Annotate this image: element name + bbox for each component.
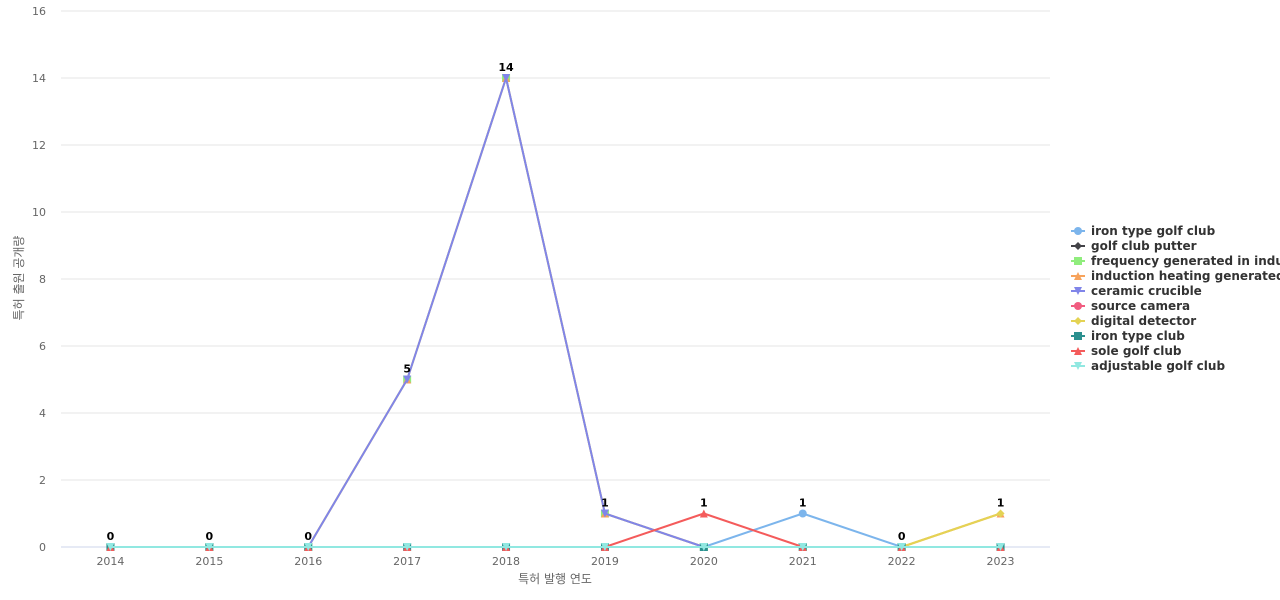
- y-tick-label-0: 0: [39, 541, 46, 554]
- legend-item-3: induction heating generated...: [1071, 269, 1280, 283]
- legend-item-5: source camera: [1071, 299, 1190, 313]
- legend-marker-7: [1074, 332, 1082, 340]
- legend-label-4: ceramic crucible: [1091, 284, 1202, 298]
- legend-marker-8: [1074, 347, 1082, 355]
- data-label-2016: 0: [304, 530, 312, 543]
- series-point-9-2020: [699, 543, 708, 551]
- series-point-9-2017: [403, 543, 412, 551]
- series-point-4-2018: [502, 74, 511, 82]
- series-line-6: [110, 512, 1001, 548]
- series-point-9-2016: [304, 543, 313, 551]
- legend-marker-6: [1074, 317, 1082, 325]
- legend-label-0: iron type golf club: [1091, 224, 1216, 238]
- data-label-2022: 0: [898, 530, 906, 543]
- y-tick-label-10: 10: [32, 206, 46, 219]
- legend-item-2: frequency generated in indu...: [1071, 254, 1280, 268]
- legend-label-9: adjustable golf club: [1091, 359, 1225, 373]
- data-label-2017: 5: [403, 363, 411, 376]
- series-lines: [106, 74, 1005, 551]
- legend-item-8: sole golf club: [1071, 344, 1182, 358]
- legend-marker-3: [1074, 272, 1082, 280]
- series-point-4-2017: [403, 375, 412, 384]
- series-point-9-2021: [798, 543, 807, 551]
- legend-marker-9: [1074, 362, 1082, 370]
- legend-marker-4: [1074, 287, 1082, 295]
- series-line-3: [110, 77, 1001, 548]
- y-tick-label-8: 8: [39, 273, 46, 286]
- y-axis-title: 특허 출원 공개량: [12, 236, 26, 321]
- x-tick-label-2022: 2022: [888, 555, 916, 568]
- y-tick-label-12: 12: [32, 139, 46, 152]
- legend-marker-1: [1074, 242, 1082, 250]
- legend-marker-5: [1074, 302, 1082, 310]
- series-point-8-2020: [699, 509, 708, 518]
- y-tick-label-14: 14: [32, 72, 46, 85]
- x-tick-label-2019: 2019: [591, 555, 619, 568]
- legend-marker-2: [1074, 257, 1082, 265]
- data-label-2021: 1: [799, 497, 807, 510]
- legend-label-6: digital detector: [1091, 314, 1196, 328]
- series-line-0: [110, 512, 1001, 548]
- grid-lines: [61, 10, 1050, 548]
- series-line-8: [110, 512, 1001, 548]
- series-point-9-2023: [996, 543, 1005, 551]
- series-point-0-2021: [798, 509, 807, 518]
- data-label-2023: 1: [997, 497, 1005, 510]
- series-point-9-2014: [106, 543, 115, 551]
- x-tick-label-2017: 2017: [393, 555, 421, 568]
- data-labels: 0 0 0 5 14 1 1 1 0 1: [107, 61, 1005, 543]
- legend-label-3: induction heating generated...: [1091, 269, 1280, 283]
- legend-label-2: frequency generated in indu...: [1091, 254, 1280, 268]
- legend-label-7: iron type club: [1091, 329, 1185, 343]
- data-label-2014: 0: [107, 530, 115, 543]
- data-label-2020: 1: [700, 497, 708, 510]
- y-tick-label-4: 4: [39, 407, 46, 420]
- legend-item-9: adjustable golf club: [1071, 359, 1225, 373]
- series-point-6-2023: [996, 509, 1005, 518]
- data-label-2018: 14: [498, 61, 514, 74]
- series-point-9-2019: [600, 543, 609, 551]
- x-tick-label-2021: 2021: [789, 555, 817, 568]
- legend-item-7: iron type club: [1071, 329, 1185, 343]
- legend-label-8: sole golf club: [1091, 344, 1182, 358]
- x-tick-label-2016: 2016: [294, 555, 322, 568]
- legend-item-0: iron type golf club: [1071, 224, 1216, 238]
- series-point-9-2018: [502, 543, 511, 551]
- x-tick-label-2014: 2014: [96, 555, 124, 568]
- series-point-9-2022: [897, 543, 906, 551]
- legend-item-6: digital detector: [1071, 314, 1196, 328]
- y-tick-label-16: 16: [32, 5, 46, 18]
- legend-marker-0: [1074, 227, 1082, 235]
- x-tick-label-2015: 2015: [195, 555, 223, 568]
- legend-item-4: ceramic crucible: [1071, 284, 1202, 298]
- y-tick-label-2: 2: [39, 474, 46, 487]
- x-tick-label-2023: 2023: [987, 555, 1015, 568]
- series-point-9-2015: [205, 543, 214, 551]
- series-line-4: [110, 77, 1001, 548]
- x-tick-label-2018: 2018: [492, 555, 520, 568]
- legend-item-1: golf club putter: [1071, 239, 1197, 253]
- data-label-2015: 0: [206, 530, 214, 543]
- series-point-4-2019: [600, 509, 609, 518]
- series-line-2: [110, 77, 1001, 548]
- x-axis-title: 특허 발행 연도: [518, 571, 592, 586]
- data-label-2019: 1: [601, 497, 609, 510]
- legend-label-1: golf club putter: [1091, 239, 1197, 253]
- y-tick-label-6: 6: [39, 340, 46, 353]
- x-tick-label-2020: 2020: [690, 555, 718, 568]
- legend-label-5: source camera: [1091, 299, 1190, 313]
